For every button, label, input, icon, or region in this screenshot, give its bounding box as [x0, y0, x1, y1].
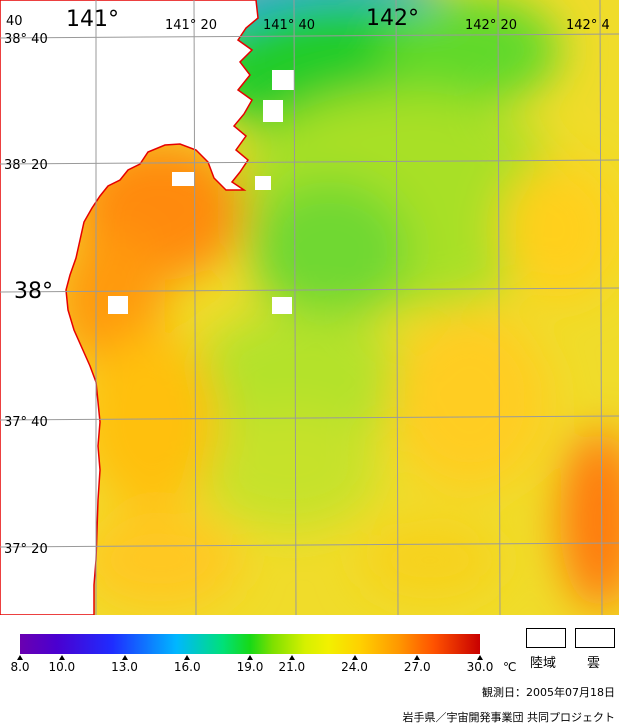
latitude-labels: 40 38° 40 38° 20 38° 37° 40 37° 20: [4, 14, 53, 557]
corner-label: 40: [6, 14, 23, 29]
lon-label-142-40: 142° 4: [566, 18, 610, 33]
cloud-patches: [108, 70, 294, 314]
land-area: [0, 0, 259, 615]
color-bar-tick: [184, 655, 191, 660]
color-bar-tick-label: 8.0: [10, 660, 30, 674]
color-bar-tick-label: 10.0: [48, 660, 76, 674]
longitude-labels: 141° 141° 20 141° 40 142° 142° 20 142° 4: [66, 6, 610, 33]
credit-line: 岩手県／宇宙開発事業団 共同プロジェクト: [402, 711, 616, 724]
lon-label-141-40: 141° 40: [263, 18, 315, 33]
cloud-swatch: [575, 628, 615, 648]
color-bar-tick-label: 19.0: [236, 660, 264, 674]
color-bar-tick-label: 30.0: [466, 660, 494, 674]
lat-label-37-20: 37° 20: [4, 542, 48, 557]
lat-label-38-20: 38° 20: [4, 158, 48, 173]
color-bar-tick: [247, 655, 253, 660]
lat-label-37-40: 37° 40: [4, 415, 48, 430]
lon-label-141-20: 141° 20: [165, 18, 217, 33]
color-bar-tick: [288, 655, 295, 660]
lon-label-142: 142°: [366, 6, 419, 31]
temperature-color-bar: [20, 634, 480, 654]
color-bar-tick-label: 24.0: [341, 660, 368, 674]
color-bar-tick-label: 16.0: [173, 660, 201, 674]
color-bar-tick: [58, 655, 65, 660]
observation-date: 観測日：2005年07月18日: [482, 686, 615, 699]
cloud-label: 雲: [587, 656, 601, 671]
lat-label-38-40: 38° 40: [4, 32, 48, 47]
lon-label-142-20: 142° 20: [465, 18, 517, 33]
color-bar-tick-label: 21.0: [278, 660, 306, 674]
color-bar-tick: [414, 655, 421, 660]
lon-label-141: 141°: [66, 7, 119, 32]
land-label: 陸域: [530, 656, 557, 671]
unit-label: ℃: [503, 660, 517, 674]
color-bar-tick-label: 27.0: [403, 660, 431, 674]
color-bar-tick: [17, 655, 23, 660]
graticule: [0, 0, 619, 615]
lat-label-38: 38°: [14, 279, 53, 304]
legend: 8.0 10.0 13.0 16.0 19.0 21.0 24.0 27.0 30.0 ℃ 陸域…: [0, 615, 619, 725]
color-bar-tick-label: 13.0: [111, 660, 138, 674]
color-bar-tick: [477, 655, 483, 660]
land-swatch: [526, 628, 566, 648]
sst-map: 141° 141° 20 141° 40 142° 142° 20 142° 4…: [0, 0, 619, 615]
color-bar-tick: [351, 655, 358, 660]
color-bar-tick: [121, 655, 128, 660]
